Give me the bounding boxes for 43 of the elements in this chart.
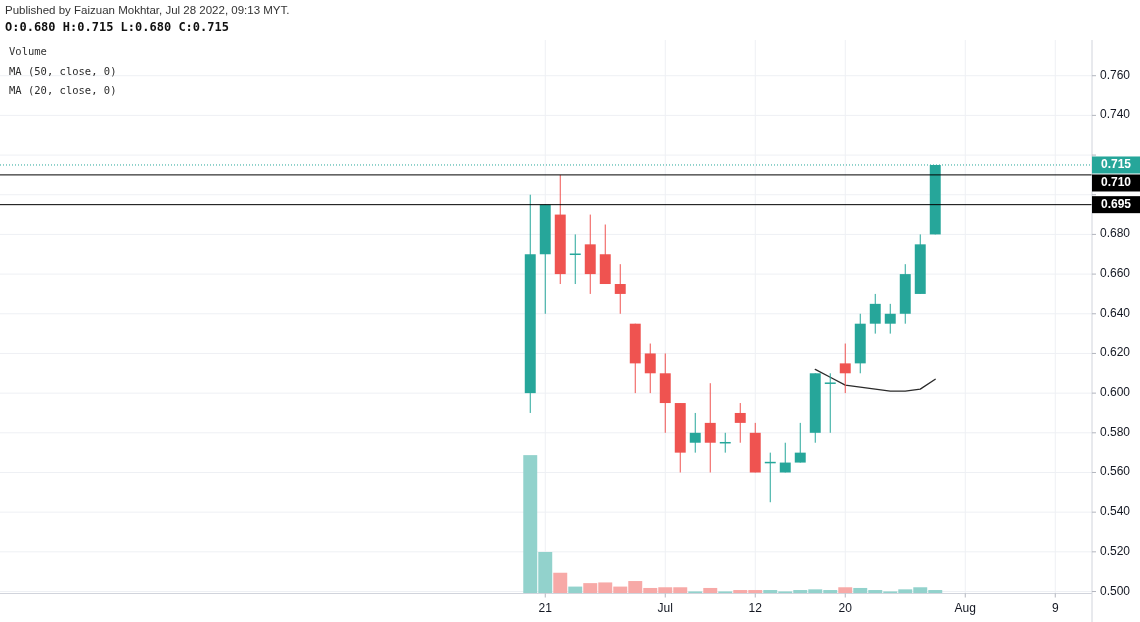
candlestick [839, 343, 851, 394]
y-tick-label: 0.620 [1100, 345, 1131, 360]
line-series [814, 368, 936, 392]
ref-line-label: 0.715 [1100, 157, 1132, 172]
y-tick-label: 0.680 [1100, 226, 1131, 241]
bar [718, 591, 733, 594]
text: Published by Faizuan Mokhtar, Jul 28 2022, 09:13 MYT. [5, 4, 290, 17]
y-tick-label: 0.660 [1100, 266, 1131, 281]
text: MA (20, close, 0) [9, 84, 117, 96]
candlestick [614, 263, 626, 315]
text: Volume [9, 45, 47, 57]
candlestick [884, 303, 896, 335]
ref-line-label: 0.695 [1100, 197, 1132, 212]
y-tick-label: 0.560 [1100, 464, 1131, 479]
x-tick-label: 12 [748, 601, 763, 616]
x-tick-label: Aug [954, 601, 976, 616]
y-tick-label: 0.640 [1100, 305, 1131, 320]
x-tick-label: 21 [538, 601, 553, 616]
candlestick [779, 442, 791, 473]
candlestick [869, 293, 881, 335]
candlestick [824, 372, 836, 434]
candlestick [689, 412, 701, 454]
y-tick-label: 0.500 [1100, 583, 1131, 598]
bar [553, 572, 568, 594]
y-tick-label: 0.580 [1100, 424, 1131, 439]
y-tick-label: 0.540 [1100, 504, 1131, 519]
candlestick [704, 382, 716, 473]
legend-label: MA (50, close, 0) [9, 64, 117, 77]
y-tick-label: 0.520 [1100, 544, 1131, 559]
bar [703, 587, 718, 594]
text: O:0.680 H:0.715 L:0.680 C:0.715 [5, 19, 229, 34]
bar [838, 587, 853, 594]
candlestick [734, 402, 746, 444]
x-tick-label: 9 [1051, 601, 1059, 616]
y-tick-label: 0.760 [1100, 67, 1131, 82]
y-tick-label: 0.740 [1100, 107, 1131, 122]
candlestick [794, 422, 806, 464]
x-tick-label: Jul [657, 601, 673, 616]
candlestick [644, 343, 656, 394]
ref-line-label: 0.710 [1100, 175, 1132, 190]
y-tick-label: 0.600 [1100, 385, 1131, 400]
x-tick-label: 20 [838, 601, 853, 616]
bar [688, 591, 703, 594]
